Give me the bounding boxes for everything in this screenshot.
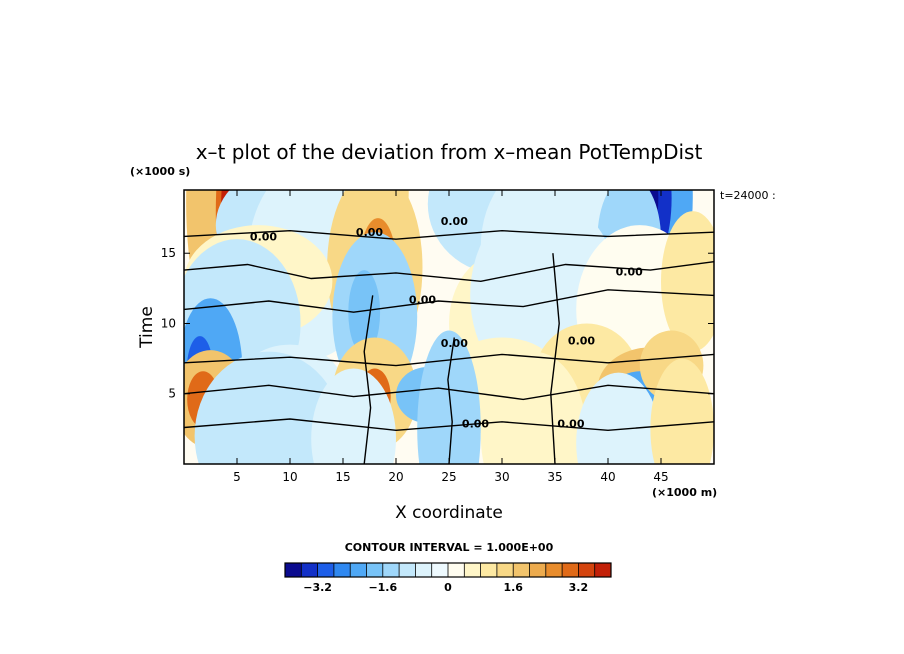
colorbar-swatch [399, 563, 416, 577]
contour-line [550, 253, 560, 464]
colorbar-tick-label: 3.2 [569, 581, 589, 594]
contour-label: 0.00 [409, 294, 436, 307]
plot-area: 0.00 0.00 0.00 0.00 0.00 0.00 0.00 0.00 0.00 [184, 190, 714, 464]
colorbar-swatch [529, 563, 547, 577]
contour-label: 0.00 [356, 226, 383, 239]
contour-lines [184, 229, 714, 464]
contour-line [184, 261, 714, 283]
colorbar-swatch [333, 563, 351, 577]
y-tick-label: 10 [161, 316, 176, 330]
y-axis: 5 10 15 [161, 246, 714, 401]
x-tick-label: 10 [282, 470, 297, 484]
x-axis-label: X coordinate [395, 503, 503, 523]
colorbar: −3.2 −1.6 0 1.6 3.2 [284, 562, 612, 594]
colorbar-tick-label: −1.6 [368, 581, 397, 594]
contour-line [184, 289, 714, 313]
x-axis-unit: (×1000 m) [652, 486, 717, 499]
x-tick-label: 25 [441, 470, 456, 484]
x-tick-label: 40 [600, 470, 615, 484]
contour-label: 0.00 [462, 417, 489, 430]
contour-label: 0.00 [250, 230, 277, 243]
contour-labels: 0.00 0.00 0.00 0.00 0.00 0.00 0.00 0.00 0.00 [250, 215, 643, 430]
colorbar-swatch [366, 563, 384, 577]
colorbar-swatch [545, 563, 563, 577]
x-tick-label: 45 [653, 470, 668, 484]
contour-line [447, 337, 455, 464]
y-tick-label: 5 [168, 387, 176, 401]
colorbar-swatch [480, 563, 498, 577]
field-anomalies [184, 190, 714, 464]
colorbar-swatch [562, 563, 579, 577]
x-tick-label: 30 [494, 470, 509, 484]
field-anomaly [348, 270, 381, 355]
colorbar-tick-label: −3.2 [303, 581, 332, 594]
field-anomaly [311, 368, 396, 464]
y-tick-label: 15 [161, 246, 176, 260]
y-axis-unit: (×1000 s) [130, 165, 190, 178]
colorbar-swatch [382, 563, 400, 577]
field-anomaly [576, 372, 661, 464]
colorbar-swatch [594, 563, 612, 577]
colorbar-frame [284, 562, 612, 578]
colorbar-swatch [496, 563, 514, 577]
contour-interval-label: CONTOUR INTERVAL = 1.000E+00 [345, 541, 554, 554]
field-anomaly [480, 351, 587, 464]
colorbar-swatch [464, 563, 481, 577]
contour-label: 0.00 [568, 334, 595, 347]
contour-line [184, 384, 714, 401]
colorbar-swatch [513, 563, 530, 577]
contour-label: 0.00 [616, 265, 643, 278]
colorbar-swatch [285, 563, 302, 577]
colorbar-swatch [350, 563, 367, 577]
x-tick-label: 20 [388, 470, 403, 484]
x-tick-label: 15 [335, 470, 350, 484]
chart-title: x–t plot of the deviation from x–mean Po… [196, 140, 703, 164]
colorbar-tick-label: 1.6 [503, 581, 523, 594]
contour-line [184, 353, 714, 367]
field-anomaly [194, 351, 343, 464]
colorbar-swatch [578, 563, 595, 577]
field-anomaly [650, 358, 714, 464]
contour-line [184, 418, 714, 432]
colorbar-swatch [431, 563, 449, 577]
contour-label: 0.00 [441, 215, 468, 228]
contour-label: 0.00 [557, 417, 584, 430]
colorbar-swatch [301, 563, 318, 577]
colorbar-swatch [317, 563, 335, 577]
contour-line [184, 229, 714, 240]
colorbar-swatch [448, 563, 465, 577]
y-axis-label: Time [137, 306, 157, 349]
contour-label: 0.00 [441, 337, 468, 350]
contour-line [363, 295, 374, 464]
colorbar-swatch [415, 563, 432, 577]
x-axis: 5 10 15 20 25 30 35 40 45 [233, 190, 669, 484]
colorbar-tick-label: 0 [444, 581, 452, 594]
x-tick-label: 5 [233, 470, 241, 484]
x-tick-label: 35 [547, 470, 562, 484]
time-annotation: t=24000 : [720, 189, 776, 202]
field-anomaly [661, 211, 714, 352]
